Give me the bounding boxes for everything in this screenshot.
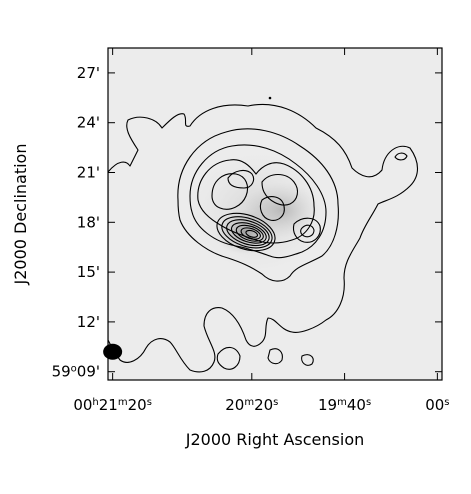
x-axis-label: J2000 Right Ascension [185, 430, 365, 449]
y-tick-label: 12' [77, 313, 100, 331]
peak-contours [216, 212, 276, 252]
y-axis-ticks: 59o09' 12' 15' 18' 21' 24' 27' [52, 64, 442, 381]
y-tick-label: 18' [77, 213, 100, 231]
x-tick-label: 00s [425, 396, 449, 414]
y-axis-label: J2000 Declination [11, 144, 30, 286]
contour-level-3 [189, 144, 327, 259]
y-tick-label: 59o09' [52, 363, 100, 381]
y-tick-label: 27' [77, 64, 100, 82]
y-tick-label: 21' [77, 164, 100, 182]
beam-ellipse [103, 343, 123, 360]
contour-lobe-right [261, 173, 299, 206]
x-tick-label: 19m40s [318, 396, 371, 414]
contour-lobe-left [211, 173, 249, 210]
point-source-marker [268, 96, 272, 100]
y-tick-label: 24' [77, 114, 100, 132]
contour-layer [108, 103, 419, 373]
x-axis-ticks: 00h21m20s 20m20s 19m40s 00s [73, 48, 450, 414]
x-tick-label: 20m20s [225, 396, 278, 414]
contour-level-2 [177, 128, 339, 282]
contour-island-2 [267, 348, 283, 365]
contour-lobe-lower-right [292, 217, 321, 243]
x-tick-label: 00h21m20s [73, 396, 152, 414]
contour-lobe-lower-right-inner [300, 224, 315, 238]
contour-small-loop [394, 152, 408, 161]
greyscale-emission [188, 152, 328, 272]
contour-island-1 [216, 346, 241, 370]
contour-island-3 [301, 354, 314, 366]
contour-ring-center [259, 196, 285, 221]
contour-level-1 [108, 103, 419, 373]
plot-frame [107, 47, 443, 381]
contour-level-4 [197, 159, 315, 244]
y-tick-label: 15' [77, 263, 100, 281]
contour-lobe-top [227, 169, 255, 189]
